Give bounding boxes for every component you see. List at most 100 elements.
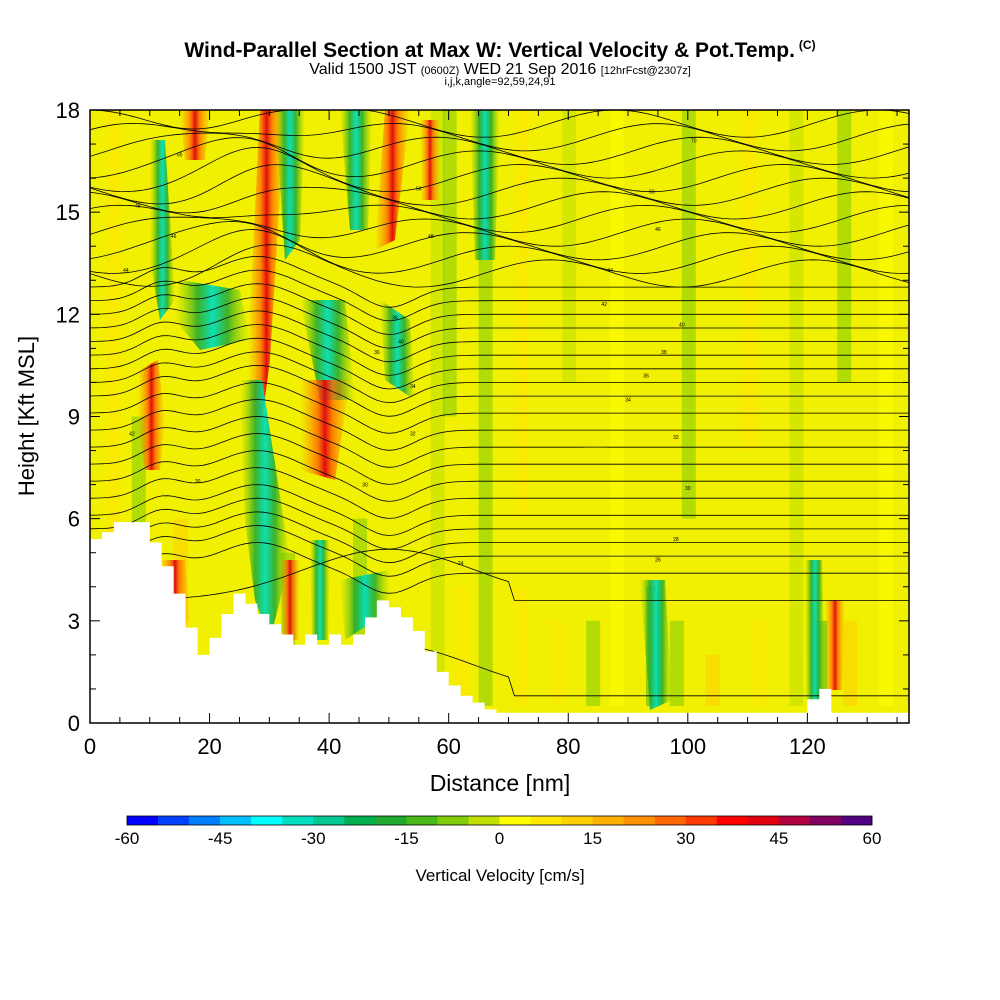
theta-contour-label: 28 bbox=[673, 537, 679, 543]
theta-contour-label: 30 bbox=[362, 483, 368, 489]
title-text: Wind-Parallel Section at Max W: Vertical… bbox=[184, 39, 795, 62]
colorbar-tick-label: 60 bbox=[863, 829, 882, 848]
colorbar-tick-label: -15 bbox=[394, 829, 419, 848]
theta-contour bbox=[90, 351, 909, 404]
theta-contour bbox=[90, 364, 909, 417]
y-axis-label: Height [Kft MSL] bbox=[14, 336, 39, 496]
x-tick-label: 60 bbox=[436, 734, 460, 759]
theta-contour bbox=[90, 283, 909, 335]
colorbar-swatch bbox=[220, 816, 252, 825]
theta-contour-label: 46 bbox=[171, 234, 177, 240]
colorbar-swatch bbox=[747, 816, 780, 825]
theta-contour-label: 40 bbox=[679, 323, 685, 329]
valid-date: WED 21 Sep 2016 bbox=[463, 61, 597, 78]
velocity-band bbox=[753, 620, 768, 706]
updraft-core bbox=[138, 360, 165, 470]
colorbar-swatch bbox=[127, 816, 159, 825]
theta-contour bbox=[90, 416, 909, 468]
theta-contour bbox=[90, 381, 909, 434]
colorbar-swatch bbox=[840, 816, 873, 825]
terrain-mask bbox=[90, 522, 909, 723]
theta-contour-label: 44 bbox=[123, 268, 129, 274]
downdraft-core bbox=[310, 540, 330, 640]
section-params: i,j,k,angle=92,59,24,91 bbox=[444, 76, 556, 88]
updraft-core bbox=[420, 120, 440, 200]
theta-contour-label: 38 bbox=[661, 350, 667, 356]
velocity-band bbox=[430, 110, 445, 706]
plot-area: 24 26 28 30 30 30 32 32 34 34 36 36 38 38 40 40 42 42 44 44… bbox=[90, 110, 909, 723]
colorbar-tick-label: -60 bbox=[115, 829, 140, 848]
theta-contour-label: 50 bbox=[649, 190, 655, 196]
theta-contour-label: 46 bbox=[655, 227, 661, 233]
updraft-core bbox=[248, 110, 285, 420]
theta-contour bbox=[90, 433, 909, 485]
theta-contour bbox=[90, 147, 909, 193]
chart-title: Wind-Parallel Section at Max W: Vertical… bbox=[0, 38, 1000, 63]
theta-contour-label: 48 bbox=[135, 203, 141, 209]
theta-contour bbox=[90, 122, 909, 152]
downdraft-core bbox=[240, 380, 290, 640]
valid-prefix: Valid 1500 JST bbox=[309, 61, 417, 78]
theta-contour bbox=[90, 467, 909, 519]
theta-contour bbox=[90, 337, 909, 390]
theta-contour-label: 48 bbox=[428, 234, 434, 240]
y-tick-label: 18 bbox=[56, 98, 80, 123]
theta-contour-label: 56 bbox=[416, 186, 422, 192]
theta-contour-label: 38 bbox=[392, 316, 398, 322]
colorbar-tick-label: 30 bbox=[676, 829, 695, 848]
forecast-info: [12hrFcst@2307z] bbox=[600, 65, 691, 77]
colorbar-swatch bbox=[809, 816, 842, 825]
theta-contour bbox=[90, 255, 909, 308]
theta-contour bbox=[90, 221, 909, 261]
velocity-band bbox=[879, 110, 894, 706]
colorbar-swatch bbox=[437, 816, 469, 825]
velocity-band bbox=[705, 654, 720, 706]
colorbar-swatch bbox=[592, 816, 624, 825]
colorbar-swatch bbox=[716, 816, 749, 825]
theta-contour-label: 42 bbox=[129, 432, 135, 438]
colorbar-swatch bbox=[189, 816, 221, 825]
downdraft-core bbox=[805, 560, 825, 700]
valid-utc: (0600Z) bbox=[420, 65, 460, 77]
colorbar-swatch bbox=[375, 816, 407, 825]
terrain bbox=[90, 522, 909, 723]
colorbar-swatch bbox=[406, 816, 438, 825]
theta-contour bbox=[90, 132, 909, 165]
theta-contour-label: 32 bbox=[673, 435, 679, 441]
velocity-band bbox=[741, 110, 756, 451]
velocity-band bbox=[550, 620, 565, 706]
theta-contour-label: 40 bbox=[398, 340, 404, 346]
theta-contour bbox=[90, 511, 909, 564]
theta-contour bbox=[90, 110, 909, 138]
updraft-core bbox=[180, 110, 210, 160]
theta-contour bbox=[90, 310, 909, 363]
updraft-core bbox=[825, 600, 845, 690]
velocity-band bbox=[669, 620, 684, 706]
theta-contour bbox=[90, 450, 909, 502]
colorbar-tick-label: 15 bbox=[583, 829, 602, 848]
theta-contour bbox=[90, 204, 909, 234]
downdraft-core bbox=[300, 300, 355, 400]
colorbar-swatch bbox=[344, 816, 376, 825]
theta-contour-label: 30 bbox=[685, 486, 691, 492]
theta-contour bbox=[90, 296, 909, 349]
theta-contour bbox=[90, 542, 909, 594]
updraft-core bbox=[280, 560, 300, 640]
theta-contour-label: 44 bbox=[607, 268, 613, 274]
downdraft-core bbox=[470, 110, 500, 260]
downdraft-core bbox=[340, 570, 390, 640]
x-tick-label: 0 bbox=[84, 734, 96, 759]
theta-contour-label: 34 bbox=[410, 384, 416, 390]
velocity-band bbox=[610, 110, 625, 706]
colorbar-swatch bbox=[251, 816, 283, 825]
x-axis-label: Distance [nm] bbox=[430, 770, 571, 796]
colorbar-swatch bbox=[499, 816, 531, 825]
colorbar-tick-label: -45 bbox=[208, 829, 233, 848]
x-tick-label: 40 bbox=[317, 734, 341, 759]
theta-contour-label: 32 bbox=[410, 432, 416, 438]
colorbar-swatch bbox=[654, 816, 687, 825]
colorbar-swatch bbox=[158, 816, 190, 825]
theta-contours: 24 26 28 30 30 30 32 32 34 34 36 36 38 38 40 40 42 42 44 44… bbox=[90, 110, 909, 697]
theta-contour bbox=[90, 164, 909, 206]
